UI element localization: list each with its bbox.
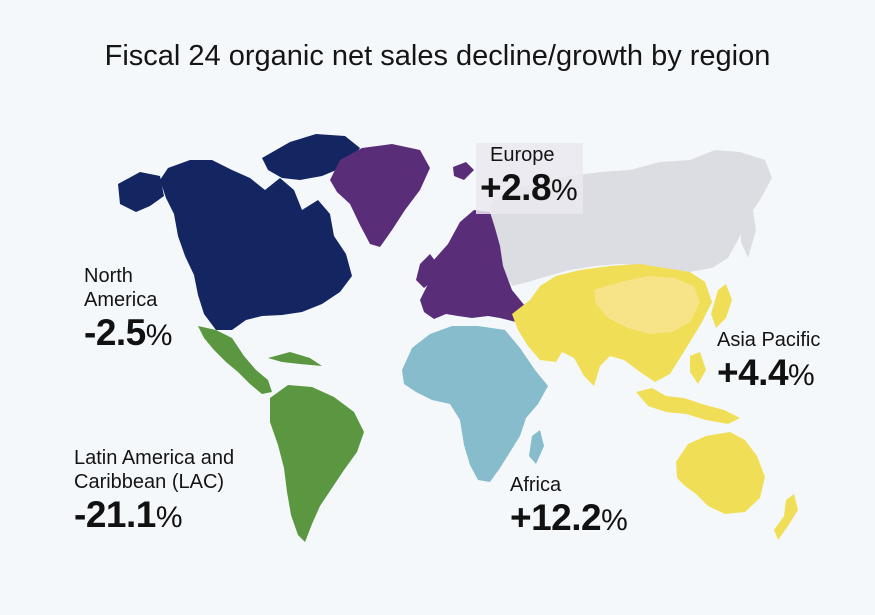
asia-pacific-value: +4.4% — [717, 352, 820, 397]
japan-shape — [711, 284, 732, 328]
asia-pacific-value-unit: % — [788, 359, 815, 392]
europe-name: Europe — [490, 144, 555, 166]
asia-pacific-value-number: +4.4 — [717, 352, 789, 393]
latin-america-value-number: -21.1 — [74, 494, 156, 535]
asia-pacific-name: Asia Pacific — [717, 329, 821, 351]
north-america-value-unit: % — [145, 319, 173, 352]
australia-shape — [676, 432, 765, 514]
latin-america-value: -21.1% — [74, 494, 234, 539]
greenland-shape — [330, 144, 430, 247]
latin-america-value-unit: % — [155, 501, 183, 534]
north-america-name-line2: America — [84, 289, 158, 311]
europe-value-number: +2.8 — [480, 167, 552, 208]
africa-name: Africa — [510, 474, 562, 496]
iceland-shape — [453, 162, 474, 180]
north-america-value: -2.5% — [84, 312, 172, 357]
latin-america-label: Latin America and Caribbean (LAC) -21.1% — [74, 446, 234, 539]
new-zealand-shape — [774, 494, 798, 540]
region-north-america-shape — [160, 160, 352, 330]
chart-title: Fiscal 24 organic net sales decline/grow… — [104, 40, 771, 72]
north-america-label: North America -2.5% — [84, 264, 172, 357]
madagascar-shape — [529, 430, 544, 464]
europe-value-unit: % — [551, 174, 578, 207]
north-america-value-number: -2.5 — [84, 312, 146, 353]
arctic-islands-shape — [262, 134, 360, 180]
africa-value: +12.2% — [510, 497, 628, 542]
uk-shape — [416, 254, 436, 288]
latin-america-name-line2: Caribbean (LAC) — [74, 471, 225, 493]
china-shape — [594, 276, 700, 334]
africa-value-number: +12.2 — [510, 497, 602, 538]
alaska-shape — [118, 172, 164, 212]
asia-pacific-label: Asia Pacific +4.4% — [717, 328, 820, 397]
caribbean-shape — [268, 352, 322, 366]
latin-america-name-line1: Latin America and — [74, 447, 235, 469]
region-europe-shape — [420, 210, 530, 322]
kamchatka-shape — [740, 205, 756, 258]
europe-label: Europe +2.8% — [476, 143, 584, 214]
africa-value-unit: % — [601, 504, 628, 537]
south-america-shape — [270, 385, 364, 542]
africa-label: Africa +12.2% — [510, 473, 628, 542]
north-america-name-line1: North — [84, 265, 133, 287]
philippines-shape — [690, 352, 706, 384]
southeast-asia-islands-shape — [636, 388, 740, 424]
region-africa-shape — [402, 326, 548, 482]
central-america-shape — [198, 326, 272, 394]
europe-value: +2.8% — [480, 167, 578, 212]
